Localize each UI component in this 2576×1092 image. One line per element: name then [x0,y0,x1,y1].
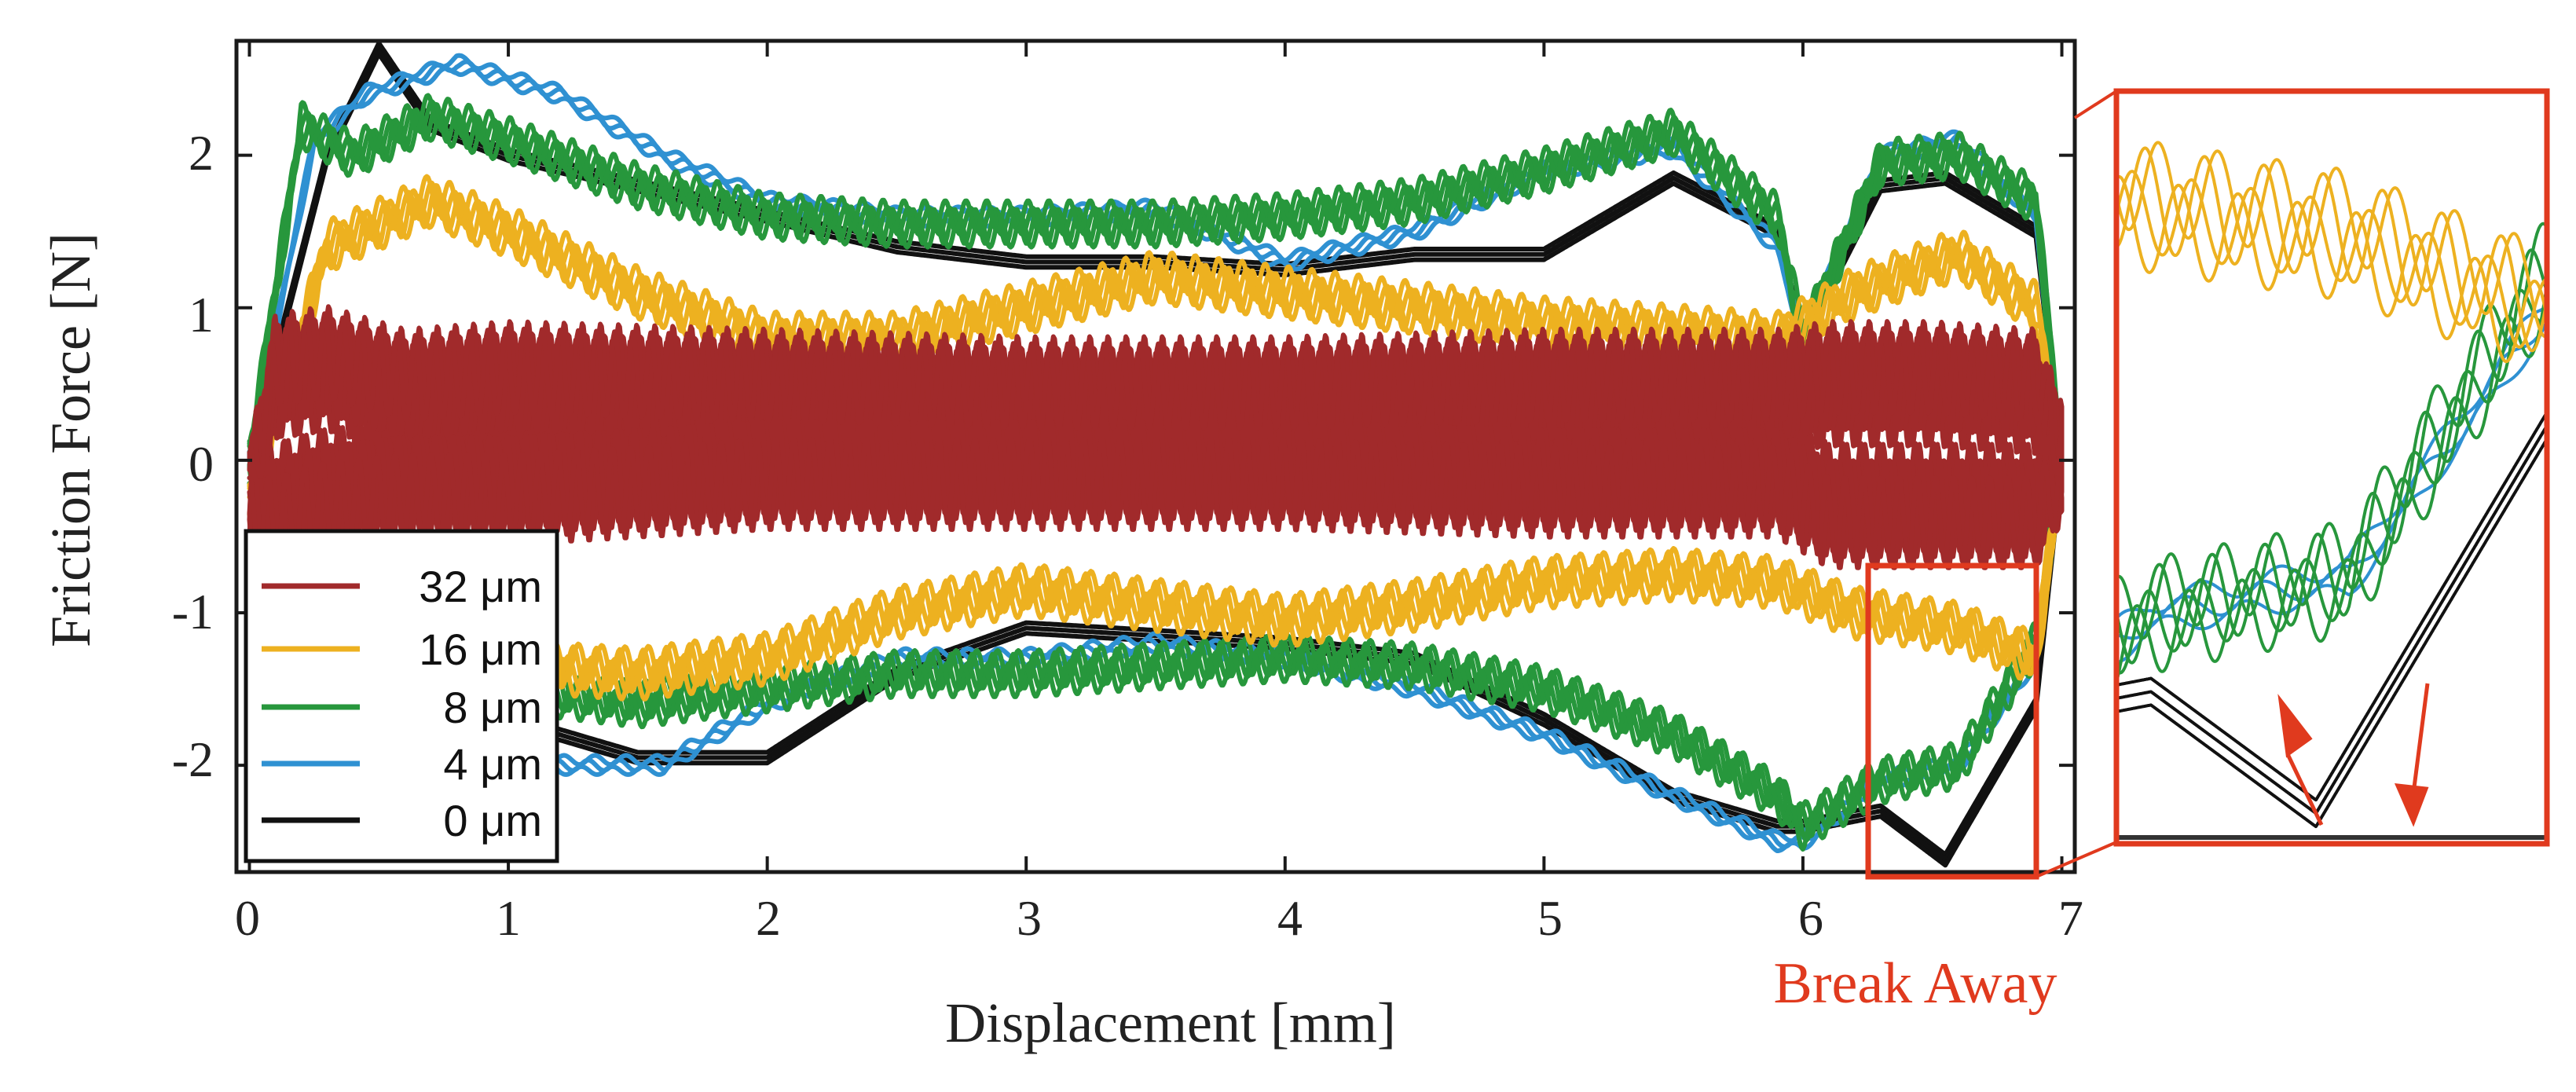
inset-trace-16m [2118,141,2547,339]
inset-trace-0m [2118,411,2547,815]
falling-arrow-icon [2394,683,2430,827]
zoom-inset-frame [2113,88,2550,847]
x-tick-label: 5 [1537,890,1563,946]
x-tick-label: 3 [1017,890,1042,946]
x-tick-label: 7 [2058,890,2083,946]
inset-trace-4m [2118,307,2547,664]
break-away-highlight: Break Away [1773,88,2550,1016]
inset-trace-32m [2085,0,2576,49]
x-tick-label: 1 [496,890,521,946]
zoom-connector-bottom [2036,841,2117,878]
inset-trace-8m [2118,248,2547,665]
zoom-inset-traces [2085,0,2576,840]
y-tick-label: 0 [189,436,214,492]
inset-trace-8m [2118,288,2547,675]
zoom-connector-top [2073,90,2118,119]
x-axis-title: Displacement [mm] [945,991,1396,1054]
x-tick-labels: 0 1 2 3 4 5 6 7 [235,890,2083,946]
y-tick-label: -2 [172,731,214,787]
legend-label-4um: 4 μm [443,739,542,789]
axis-ticks [236,41,2075,872]
zoom-source-box [1865,562,2039,880]
x-tick-label: 2 [756,890,781,946]
series-trace-32m [247,304,2065,570]
inset-trace-32m [2085,0,2576,31]
inset-trace-16m [2118,175,2547,364]
inset-trace-0m [2118,398,2547,802]
x-tick-label: 6 [1798,890,1823,946]
y-tick-labels: -2 -1 0 1 2 [172,125,214,787]
rising-arrow-icon [2277,694,2324,826]
x-tick-label: 0 [235,890,260,946]
x-tick-label: 4 [1277,890,1303,946]
y-tick-label: 2 [189,125,214,181]
y-axis-title: Friction Force [N] [39,233,102,647]
legend-label-8um: 8 μm [443,683,542,732]
break-away-label: Break Away [1773,951,2057,1016]
y-tick-label: -1 [172,584,214,639]
inset-trace-16m [2118,170,2547,349]
legend-label-0um: 0 μm [443,796,542,845]
inset-trace-16m [2118,146,2547,353]
inset-trace-32m [2085,0,2576,60]
inset-trace-0m [2118,424,2547,829]
inset-trace-32m [2085,0,2576,20]
inset-trace-32m [2085,0,2576,71]
inset-trace-32m [2085,0,2576,89]
series-trace-32m [247,311,2065,563]
legend-label-32um: 32 μm [419,562,542,611]
legend: 32 μm 16 μm 8 μm 4 μm 0 μm [244,529,559,863]
plot-frame [234,38,2077,874]
inset-trace-8m [2118,268,2547,683]
y-tick-label: 1 [189,287,214,343]
legend-label-16um: 16 μm [419,625,542,674]
